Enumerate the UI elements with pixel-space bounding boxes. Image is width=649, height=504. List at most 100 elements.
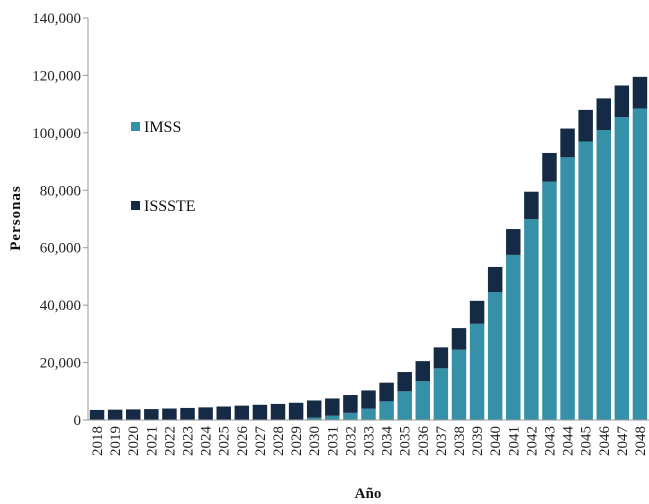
bar-issste-2019 bbox=[107, 409, 123, 420]
x-tick-label: 2020 bbox=[126, 426, 142, 456]
bar-imss-2039 bbox=[469, 323, 485, 420]
bar-issste-2026 bbox=[234, 405, 250, 420]
x-tick-label: 2032 bbox=[343, 426, 359, 456]
y-axis-title: Personas bbox=[8, 185, 24, 251]
y-tick-label: 140,000 bbox=[32, 11, 81, 27]
bar-issste-2034 bbox=[379, 382, 394, 402]
x-tick-label: 2046 bbox=[597, 426, 613, 457]
x-tick-label: 2047 bbox=[615, 426, 631, 457]
y-tick-label: 100,000 bbox=[32, 126, 81, 142]
bar-issste-2047 bbox=[614, 85, 630, 118]
x-tick-label: 2042 bbox=[524, 426, 540, 456]
x-tick-label: 2018 bbox=[90, 426, 106, 456]
bar-issste-2030 bbox=[306, 400, 322, 418]
y-tick-label: 80,000 bbox=[40, 183, 81, 199]
y-tick-label: 40,000 bbox=[40, 298, 81, 314]
bars bbox=[89, 76, 648, 421]
legend-label-imss: IMSS bbox=[144, 119, 181, 136]
x-tick-label: 2036 bbox=[416, 426, 432, 457]
y-tick-label: 0 bbox=[74, 413, 82, 429]
bar-imss-2045 bbox=[578, 141, 593, 420]
bar-imss-2031 bbox=[325, 415, 340, 420]
bar-issste-2032 bbox=[343, 395, 358, 413]
x-tick-label: 2034 bbox=[380, 426, 396, 457]
x-tick-label: 2022 bbox=[162, 426, 178, 456]
bar-imss-2043 bbox=[542, 181, 557, 420]
x-tick-label: 2045 bbox=[579, 426, 595, 456]
bar-imss-2047 bbox=[614, 117, 630, 421]
x-tick-label: 2021 bbox=[144, 426, 160, 456]
bar-issste-2025 bbox=[216, 406, 231, 420]
x-axis-title: Año bbox=[355, 486, 382, 502]
bar-imss-2046 bbox=[596, 129, 611, 420]
y-tick-label: 120,000 bbox=[32, 68, 81, 84]
bar-issste-2027 bbox=[252, 404, 268, 420]
x-tick-label: 2019 bbox=[108, 426, 124, 456]
x-tick-label: 2041 bbox=[506, 426, 522, 456]
bar-issste-2035 bbox=[397, 372, 412, 392]
bar-issste-2021 bbox=[144, 409, 159, 420]
bar-imss-2041 bbox=[506, 254, 521, 420]
bar-issste-2036 bbox=[415, 361, 431, 382]
x-tick-label: 2023 bbox=[181, 426, 197, 456]
x-tick-label: 2048 bbox=[633, 426, 649, 456]
x-tick-label: 2024 bbox=[199, 426, 215, 457]
x-tick-label: 2028 bbox=[271, 426, 287, 456]
bar-issste-2018 bbox=[89, 409, 105, 420]
bar-issste-2048 bbox=[632, 76, 648, 109]
y-tick-label: 20,000 bbox=[40, 356, 81, 372]
y-axis: 0 20,000 40,000 60,000 80,000 100,000 120,000 1… bbox=[32, 11, 89, 429]
x-tick-label: 2031 bbox=[325, 426, 341, 456]
bar-imss-2035 bbox=[397, 391, 412, 420]
bar-imss-2034 bbox=[379, 401, 394, 420]
bar-imss-2040 bbox=[487, 292, 503, 420]
bar-issste-2038 bbox=[451, 328, 467, 350]
x-tick-label: 2033 bbox=[362, 426, 378, 456]
bar-issste-2045 bbox=[578, 109, 593, 142]
x-tick-label: 2027 bbox=[253, 426, 269, 457]
bar-issste-2020 bbox=[126, 409, 141, 420]
bar-imss-2032 bbox=[343, 412, 358, 420]
bar-imss-2038 bbox=[451, 349, 467, 420]
bar-issste-2043 bbox=[542, 152, 557, 182]
x-tick-label: 2039 bbox=[470, 426, 486, 456]
bar-imss-2042 bbox=[524, 219, 539, 420]
bar-issste-2023 bbox=[180, 407, 195, 420]
bar-issste-2033 bbox=[361, 390, 376, 409]
x-tick-label: 2030 bbox=[307, 426, 323, 456]
bar-issste-2039 bbox=[469, 300, 485, 324]
bar-issste-2028 bbox=[270, 403, 286, 420]
x-tick-label: 2029 bbox=[289, 426, 305, 456]
bar-issste-2044 bbox=[560, 128, 575, 158]
bar-imss-2030 bbox=[306, 417, 322, 420]
bar-issste-2040 bbox=[487, 266, 503, 293]
x-tick-label: 2038 bbox=[452, 426, 468, 456]
y-tick-label: 60,000 bbox=[40, 241, 81, 257]
bar-issste-2031 bbox=[325, 398, 340, 416]
bar-imss-2048 bbox=[632, 108, 648, 420]
x-tick-label: 2040 bbox=[488, 426, 504, 456]
legend-swatch-imss bbox=[131, 122, 140, 131]
x-tick-label: 2037 bbox=[434, 426, 450, 457]
bar-issste-2037 bbox=[433, 347, 449, 369]
bar-imss-2037 bbox=[433, 368, 449, 420]
x-tick-label: 2043 bbox=[542, 426, 558, 456]
x-tick-label: 2026 bbox=[235, 426, 251, 457]
x-tick-label: 2044 bbox=[561, 426, 577, 457]
x-axis: 2018 2019 2020 2021 2022 2023 2024 2025 2026 2027… bbox=[88, 419, 649, 457]
bar-issste-2024 bbox=[198, 407, 213, 420]
bar-imss-2036 bbox=[415, 381, 431, 420]
x-tick-label: 2035 bbox=[398, 426, 414, 456]
legend-label-issste: ISSSTE bbox=[144, 198, 196, 215]
bar-issste-2029 bbox=[288, 402, 304, 420]
legend: IMSS ISSSTE bbox=[131, 119, 196, 215]
bar-imss-2033 bbox=[361, 408, 376, 420]
bar-issste-2041 bbox=[506, 229, 521, 255]
bar-imss-2044 bbox=[560, 157, 575, 420]
bar-issste-2042 bbox=[524, 191, 539, 219]
bar-issste-2046 bbox=[596, 98, 611, 130]
legend-swatch-issste bbox=[131, 201, 140, 210]
x-tick-label: 2025 bbox=[217, 426, 233, 456]
bar-issste-2022 bbox=[162, 408, 177, 420]
